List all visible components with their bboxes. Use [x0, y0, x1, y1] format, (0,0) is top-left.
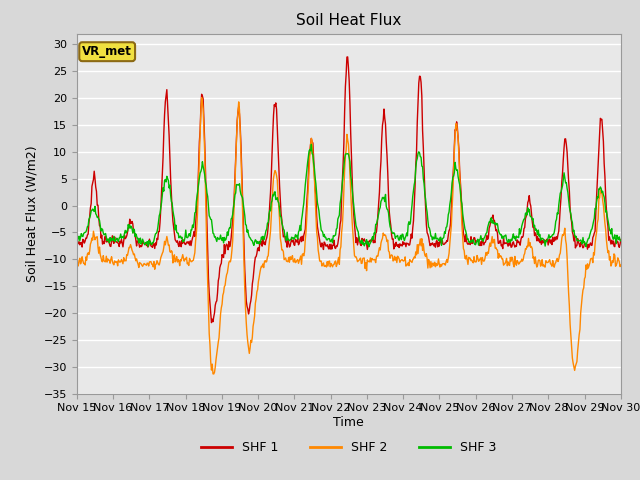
SHF 2 [417, 236, 424, 242]
SHF 3 [307, 142, 315, 147]
Line: SHF 2: SHF 2 [77, 97, 621, 374]
Line: SHF 3: SHF 3 [77, 144, 621, 247]
SHF 1 [194, 187, 202, 193]
SHF 2 [73, 263, 81, 269]
SHF 2 [194, 201, 202, 206]
Title: Soil Heat Flux: Soil Heat Flux [296, 13, 401, 28]
SHF 1 [417, 73, 424, 79]
SHF 3 [417, 154, 424, 159]
SHF 1 [207, 320, 215, 325]
SHF 3 [83, 227, 90, 233]
SHF 3 [194, 187, 202, 192]
SHF 2 [83, 257, 90, 263]
SHF 2 [210, 371, 218, 377]
SHF 3 [433, 236, 440, 242]
SHF 1 [73, 236, 81, 241]
SHF 2 [198, 95, 205, 100]
SHF 3 [139, 236, 147, 242]
Text: VR_met: VR_met [82, 45, 132, 58]
Legend: SHF 1, SHF 2, SHF 3: SHF 1, SHF 2, SHF 3 [196, 436, 502, 459]
Line: SHF 1: SHF 1 [77, 57, 621, 323]
SHF 1 [344, 54, 351, 60]
SHF 2 [433, 261, 440, 266]
SHF 3 [73, 241, 81, 247]
SHF 2 [224, 265, 232, 271]
SHF 3 [365, 244, 372, 250]
SHF 1 [139, 239, 147, 245]
SHF 3 [223, 234, 230, 240]
SHF 3 [617, 238, 625, 244]
SHF 1 [223, 242, 231, 248]
Y-axis label: Soil Heat Flux (W/m2): Soil Heat Flux (W/m2) [25, 145, 38, 282]
SHF 1 [617, 237, 625, 242]
SHF 2 [617, 262, 625, 268]
X-axis label: Time: Time [333, 416, 364, 429]
SHF 2 [139, 264, 147, 269]
SHF 1 [83, 235, 90, 241]
SHF 1 [433, 239, 440, 245]
